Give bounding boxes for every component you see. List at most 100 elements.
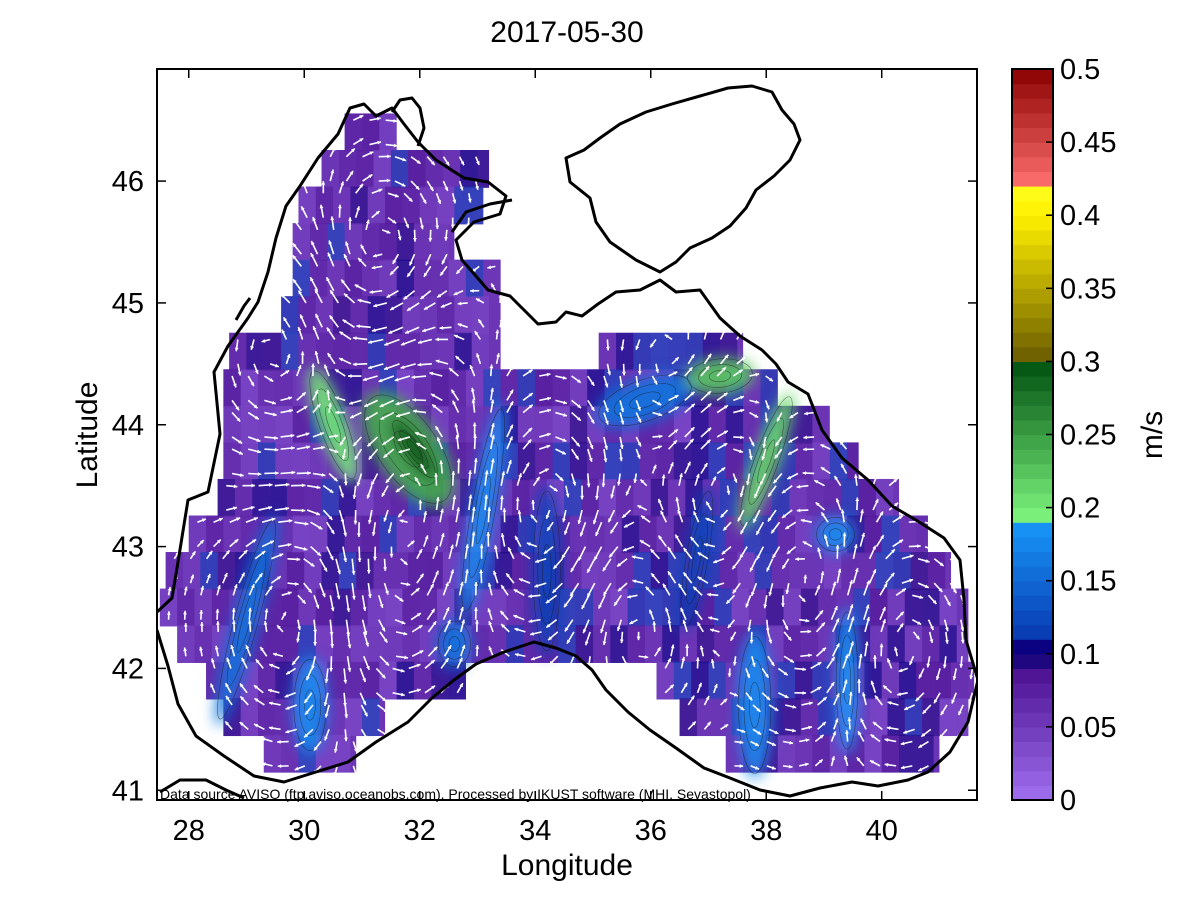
velocity-arrow-head bbox=[665, 607, 669, 612]
velocity-arrow-head bbox=[710, 659, 715, 663]
field-cell bbox=[933, 661, 952, 700]
velocity-arrow-head bbox=[471, 399, 476, 404]
field-cell bbox=[714, 698, 732, 737]
field-cell bbox=[281, 332, 299, 371]
field-cell bbox=[916, 661, 934, 700]
velocity-arrow-head bbox=[301, 483, 306, 488]
velocity-arrow-head bbox=[534, 583, 539, 588]
velocity-arrow-head bbox=[940, 711, 945, 716]
velocity-arrow-head bbox=[631, 555, 636, 560]
field-cell bbox=[344, 369, 362, 408]
velocity-arrow-head bbox=[339, 331, 344, 336]
speed-contour bbox=[698, 364, 742, 388]
velocity-arrow-head bbox=[405, 330, 410, 334]
velocity-arrow-head bbox=[528, 619, 533, 623]
velocity-arrow-head bbox=[771, 765, 776, 770]
velocity-arrow-head bbox=[773, 479, 778, 484]
velocity-arrow-head bbox=[371, 265, 376, 270]
velocity-arrow-head bbox=[821, 721, 826, 726]
velocity-arrow-head bbox=[775, 442, 779, 447]
speed-contour bbox=[613, 383, 677, 418]
field-cell bbox=[477, 150, 490, 188]
field-cell bbox=[922, 698, 940, 737]
velocity-arrow-head bbox=[461, 619, 466, 624]
velocity-arrow-head bbox=[320, 445, 325, 450]
velocity-arrow-head bbox=[860, 509, 864, 514]
velocity-arrow-head bbox=[761, 456, 766, 461]
velocity-arrow-head bbox=[388, 330, 393, 334]
velocity-arrow-head bbox=[258, 573, 263, 578]
velocity-arrow-head bbox=[369, 290, 374, 294]
field-cell bbox=[344, 661, 362, 700]
field-cell bbox=[517, 369, 536, 408]
velocity-arrow-head bbox=[384, 342, 389, 346]
velocity-arrow-head bbox=[488, 646, 493, 651]
x-axis-ticks: 28 30 32 34 36 38 40 bbox=[173, 69, 898, 847]
velocity-arrow-head bbox=[900, 765, 905, 770]
field-cell bbox=[408, 150, 426, 188]
colorbar-band bbox=[1012, 302, 1053, 319]
velocity-arrow-head bbox=[384, 366, 389, 370]
speed-contour bbox=[468, 442, 498, 578]
velocity-arrow-head bbox=[302, 182, 307, 187]
field-cell bbox=[708, 405, 726, 444]
velocity-arrow-head bbox=[307, 471, 311, 475]
field-cell bbox=[275, 369, 293, 408]
velocity-arrow-head bbox=[808, 653, 812, 658]
velocity-arrow-head bbox=[606, 346, 610, 351]
velocity-arrow-head bbox=[382, 441, 387, 445]
velocity-arrow-head bbox=[333, 477, 338, 482]
velocity-arrow-head bbox=[415, 477, 419, 482]
colorbar-band bbox=[1012, 200, 1053, 216]
velocity-arrow-head bbox=[337, 570, 341, 575]
field-cell bbox=[656, 661, 674, 700]
velocity-arrow-head bbox=[932, 600, 937, 604]
velocity-arrow-head bbox=[565, 493, 570, 498]
velocity-arrow-head bbox=[579, 532, 584, 537]
velocity-arrow-head bbox=[351, 571, 356, 575]
colorbar-tick-label: 0.3 bbox=[1060, 346, 1100, 378]
velocity-arrow-head bbox=[381, 674, 386, 679]
velocity-arrow-head bbox=[693, 586, 698, 591]
velocity-arrow-head bbox=[661, 474, 666, 479]
velocity-arrow-head bbox=[429, 186, 434, 191]
velocity-arrow-head bbox=[830, 682, 835, 687]
field-cell bbox=[668, 552, 686, 590]
velocity-arrow-head bbox=[657, 401, 662, 406]
field-cell bbox=[922, 588, 940, 627]
field-cell bbox=[772, 478, 790, 517]
velocity-arrow-head bbox=[406, 582, 411, 587]
field-cell bbox=[419, 186, 438, 225]
velocity-arrow-head bbox=[253, 517, 258, 521]
velocity-arrow-head bbox=[466, 223, 471, 228]
velocity-arrow-head bbox=[435, 497, 440, 501]
velocity-arrow-head bbox=[703, 463, 708, 468]
velocity-arrow-head bbox=[396, 413, 401, 418]
colorbar-band bbox=[1012, 639, 1053, 655]
velocity-arrow-head bbox=[673, 429, 678, 434]
velocity-arrow-head bbox=[894, 502, 899, 507]
field-cell bbox=[639, 442, 657, 481]
velocity-arrow-head bbox=[475, 185, 479, 190]
velocity-arrow-head bbox=[341, 455, 346, 460]
velocity-arrow-head bbox=[623, 524, 628, 528]
velocity-arrow-head bbox=[509, 389, 514, 394]
velocity-arrow-head bbox=[408, 197, 413, 202]
velocity-arrow-head bbox=[285, 482, 290, 487]
field-cell bbox=[367, 625, 386, 663]
velocity-arrow-head bbox=[343, 702, 347, 707]
velocity-arrow-head bbox=[272, 412, 277, 417]
colorbar-band bbox=[1012, 478, 1053, 494]
velocity-arrow-head bbox=[703, 543, 708, 547]
velocity-arrow-head bbox=[547, 526, 551, 531]
velocity-arrow-head bbox=[310, 277, 314, 282]
velocity-arrow-head bbox=[536, 476, 540, 481]
velocity-arrow-head bbox=[451, 389, 455, 394]
velocity-arrow-head bbox=[285, 370, 290, 374]
velocity-arrow-head bbox=[354, 284, 359, 289]
velocity-arrow-head bbox=[582, 629, 587, 634]
colorbar-band bbox=[1012, 156, 1053, 172]
velocity-arrow-head bbox=[547, 396, 551, 401]
velocity-arrow-head bbox=[727, 624, 732, 629]
velocity-arrow-head bbox=[737, 517, 742, 522]
